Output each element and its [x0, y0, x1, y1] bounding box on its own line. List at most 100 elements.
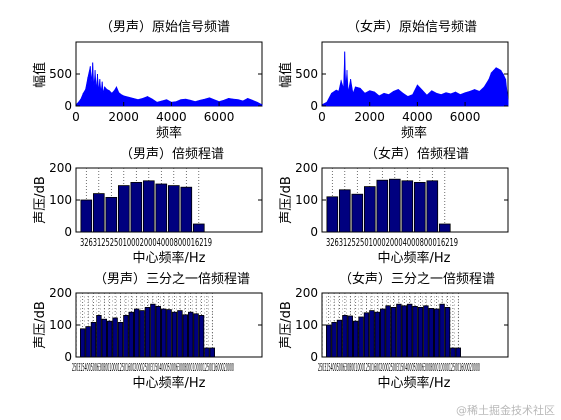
y-tick-label: 0 [310, 99, 318, 113]
bar [413, 181, 426, 233]
y-tick-label: 100 [49, 318, 72, 332]
bar [80, 328, 86, 358]
bar [450, 347, 456, 358]
y-axis-ticks: 0 100 200 [295, 161, 508, 239]
bar [396, 303, 402, 358]
bar [417, 306, 424, 358]
bar [439, 303, 445, 358]
bar [105, 196, 118, 233]
y-tick-label: 200 [49, 161, 72, 175]
x-tick-labels: 2503154005006308001000125016002000250031… [318, 361, 480, 374]
bar [180, 186, 193, 233]
bar [325, 324, 332, 358]
bar [160, 308, 167, 358]
bar [85, 326, 91, 358]
bar [192, 223, 205, 233]
bar [428, 307, 434, 358]
bar [379, 308, 386, 358]
bar [155, 305, 161, 358]
bar [144, 306, 151, 358]
bar [401, 305, 407, 358]
bar [171, 311, 178, 358]
bar [326, 196, 339, 233]
x-tick-labels: 2503154005006308001000125016002000250031… [72, 361, 234, 374]
x-tick-labels: 3263125250100020004000800016219 [80, 236, 212, 249]
chart-title: （男声）原始信号频谱 [100, 20, 230, 35]
y-tick-label: 200 [49, 286, 72, 300]
bar [369, 310, 375, 358]
x-tick-label: 6000 [450, 110, 481, 124]
y-axis-ticks: 0 500 [49, 67, 262, 113]
bar [336, 319, 343, 358]
bar [433, 308, 440, 358]
x-axis-ticks: 0 2000 4000 6000 [318, 102, 480, 124]
bar [123, 314, 129, 358]
bar [406, 303, 413, 358]
bar [401, 180, 414, 233]
bar [155, 183, 168, 233]
bar [187, 311, 194, 358]
bar [351, 193, 364, 233]
panel-female-third-octave: （女声）三分之一倍频程谱 0 100 200 2503154005006308001… [279, 271, 509, 391]
bar [193, 313, 199, 358]
y-tick-label: 100 [295, 318, 318, 332]
panel-male-spectrum: （男声）原始信号频谱 0 500 0 2000 4000 6000 幅值 频率 [32, 20, 263, 141]
spectrum-series [75, 62, 263, 107]
bar [412, 305, 418, 358]
chart-title: （女声）原始信号频谱 [347, 19, 477, 35]
bar [107, 320, 113, 358]
third-octave-bars [325, 303, 461, 358]
y-tick-label: 200 [295, 286, 318, 300]
bar [118, 185, 130, 233]
y-axis-label: 声压/dB [33, 301, 48, 349]
bar [139, 310, 145, 358]
panel-male-octave: （男声）倍频程谱 0 100 200 32631252501000200040008… [33, 147, 263, 266]
bar [438, 223, 451, 233]
y-axis-label: 声压/dB [279, 176, 294, 224]
y-axis-ticks: 0 100 200 [49, 286, 262, 364]
bar [150, 303, 156, 358]
bar [444, 306, 451, 358]
chart-title: （男声）倍频程谱 [120, 147, 224, 162]
y-axis-label: 幅值 [278, 62, 294, 88]
chart-title: （女声）三分之一倍频程谱 [339, 271, 495, 287]
bar [142, 180, 155, 233]
x-tick-label: 4000 [156, 110, 187, 124]
x-axis-label: 中心频率/Hz [133, 250, 206, 266]
x-tick-label: 4000 [402, 110, 433, 124]
bar [426, 180, 439, 233]
bar [93, 193, 105, 233]
bar [112, 317, 118, 358]
y-tick-label: 0 [310, 225, 318, 239]
panel-male-third-octave: （男声）三分之一倍频程谱 0 100 200 2503154005006308001… [33, 272, 263, 391]
bar [342, 314, 348, 358]
octave-bars [80, 180, 205, 233]
y-axis-ticks: 0 100 200 [49, 161, 262, 239]
panel-female-octave: （女声）倍频程谱 0 100 200 32631252501000200040008… [279, 146, 509, 266]
y-tick-label: 200 [295, 161, 318, 175]
bar [338, 189, 351, 233]
x-axis-label: 中心频率/Hz [378, 250, 451, 266]
bar [347, 315, 353, 358]
bar [177, 310, 183, 358]
chart-title: （男声）三分之一倍频程谱 [94, 272, 250, 287]
x-axis-label: 频率 [156, 125, 182, 141]
bar [363, 312, 370, 358]
bar [423, 305, 429, 358]
bar [455, 347, 461, 358]
x-tick-label: 0 [72, 110, 80, 124]
bar [90, 321, 97, 358]
x-tick-label: 6000 [204, 110, 235, 124]
bar [133, 308, 140, 358]
third-octave-bars [80, 303, 215, 358]
bar [117, 321, 124, 358]
bar [128, 311, 134, 358]
chart-title: （女声）倍频程谱 [365, 146, 469, 162]
watermark: @稀土掘金技术社区 [456, 404, 555, 417]
panel-female-spectrum: （女声）原始信号频谱 0 500 0 2000 4000 6000 幅值 频率 [278, 19, 509, 141]
y-tick-label: 100 [49, 193, 72, 207]
x-tick-labels: 3263125250100020004000800016219 [326, 236, 458, 249]
x-tick-label: 2000 [108, 110, 139, 124]
y-tick-label: 0 [64, 225, 72, 239]
